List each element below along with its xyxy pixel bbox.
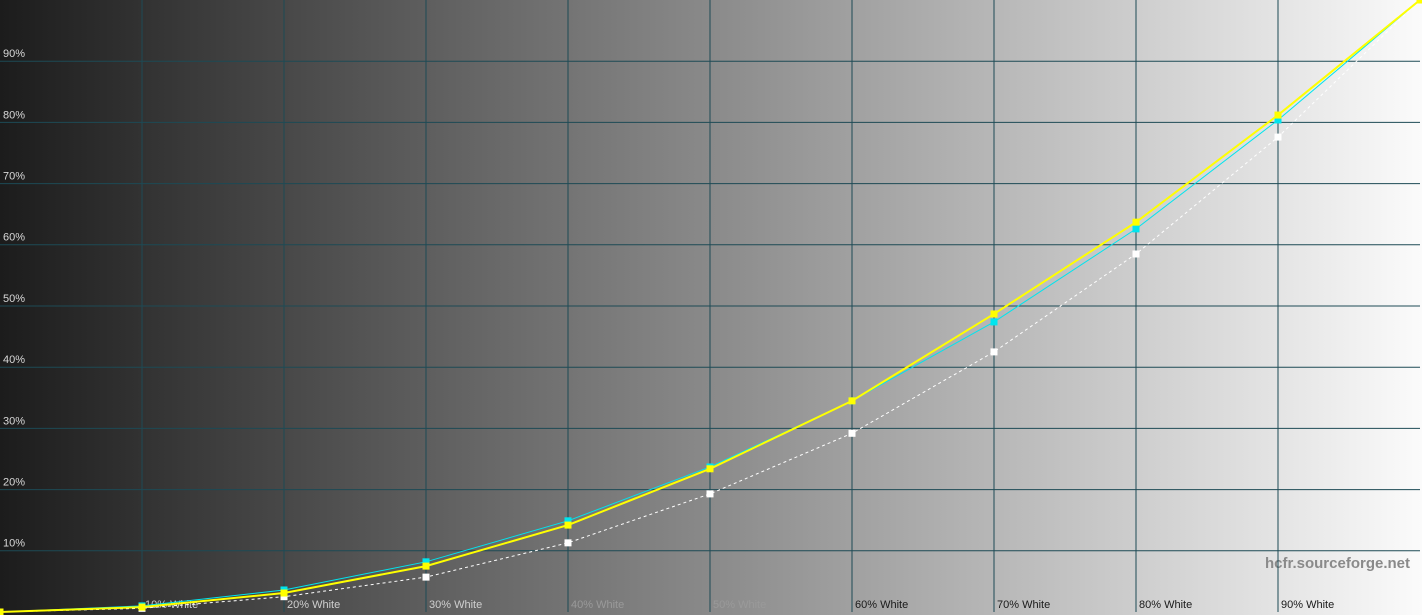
- point-marker: [1132, 225, 1140, 233]
- x-tick-label: 20% White: [287, 599, 340, 611]
- point-marker: [564, 521, 572, 529]
- point-marker: [1416, 0, 1422, 4]
- point-marker: [1132, 250, 1140, 258]
- x-tick-label: 70% White: [997, 599, 1050, 611]
- y-tick-label: 70%: [3, 171, 25, 183]
- point-marker: [422, 558, 430, 566]
- point-marker: [1274, 111, 1282, 119]
- point-marker: [422, 562, 430, 570]
- point-marker: [1132, 218, 1140, 226]
- y-tick-label: 60%: [3, 232, 25, 244]
- watermark: hcfr.sourceforge.net: [1265, 555, 1410, 572]
- y-tick-label: 50%: [3, 293, 25, 305]
- point-marker: [138, 603, 146, 611]
- point-marker: [990, 310, 998, 318]
- y-tick-label: 80%: [3, 109, 25, 121]
- point-marker: [848, 429, 856, 437]
- point-marker: [706, 490, 714, 498]
- x-tick-label: 60% White: [855, 599, 908, 611]
- x-tick-label: 40% White: [571, 599, 624, 611]
- point-marker: [280, 593, 288, 601]
- point-marker: [1274, 116, 1282, 124]
- point-marker: [1274, 133, 1282, 141]
- point-marker: [564, 517, 572, 525]
- point-marker: [422, 573, 430, 581]
- x-tick-label: 90% White: [1281, 599, 1334, 611]
- y-tick-label: 30%: [3, 415, 25, 427]
- point-marker: [706, 465, 714, 473]
- y-tick-label: 40%: [3, 354, 25, 366]
- x-tick-label: 50% White: [713, 599, 766, 611]
- point-marker: [848, 397, 856, 405]
- x-tick-label: 80% White: [1139, 599, 1192, 611]
- point-marker: [0, 608, 4, 615]
- point-marker: [564, 539, 572, 547]
- y-tick-label: 90%: [3, 48, 25, 60]
- y-tick-label: 10%: [3, 538, 25, 550]
- point-marker: [990, 318, 998, 326]
- x-tick-label: 30% White: [429, 599, 482, 611]
- y-tick-label: 20%: [3, 477, 25, 489]
- point-marker: [990, 348, 998, 356]
- point-marker: [280, 589, 288, 597]
